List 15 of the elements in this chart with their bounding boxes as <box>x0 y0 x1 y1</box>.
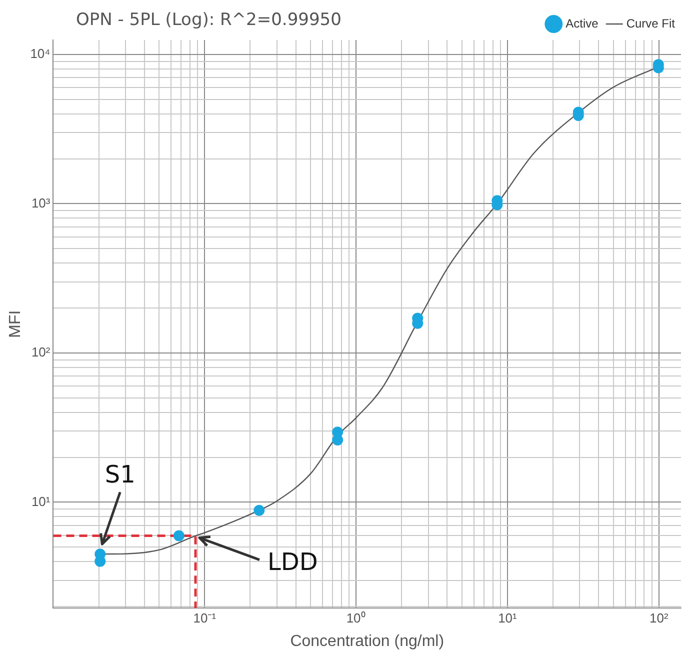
chart-title: OPN - 5PL (Log): R^2=0.99950 <box>76 10 342 30</box>
x-tick-label: 10⁻¹ <box>193 610 217 626</box>
x-axis-title: Concentration (ng/ml) <box>290 632 444 650</box>
legend-label: Curve Fit <box>626 16 676 30</box>
x-tick-label: 10² <box>649 610 669 626</box>
y-axis-title: MFI <box>7 310 24 338</box>
annotation: S1 <box>104 460 136 488</box>
y-tick-label: 10¹ <box>31 494 51 509</box>
annotation: LDD <box>267 548 318 576</box>
x-tick-label: 10¹ <box>498 610 518 626</box>
y-tick-label: 10² <box>31 344 51 360</box>
legend-label: Active <box>566 16 599 30</box>
y-tick-label: 10³ <box>31 195 51 210</box>
x-tick-label: 10⁰ <box>346 610 366 626</box>
y-tick-label: 10⁴ <box>30 46 50 62</box>
